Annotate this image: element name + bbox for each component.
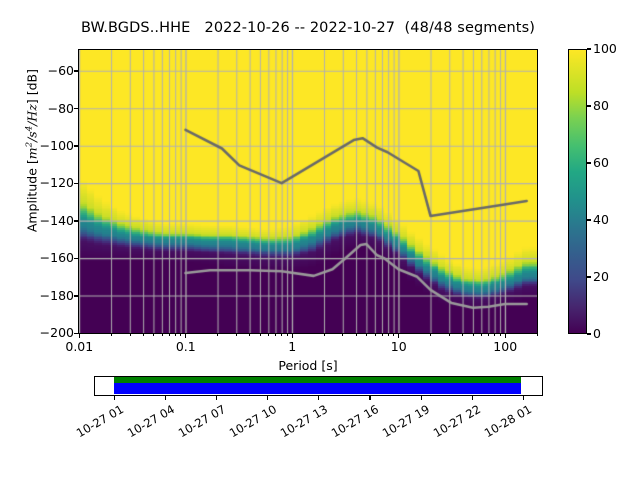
colorbar-tick-label: 80: [593, 98, 609, 113]
x-axis-tick-minor: [393, 334, 395, 337]
x-axis-tick-minor: [366, 334, 368, 337]
colorbar-tick-label: 100: [593, 41, 617, 56]
y-axis-tick-label: −160: [39, 250, 74, 266]
x-axis-tick-minor: [374, 334, 376, 337]
x-axis-tick-minor: [381, 334, 383, 337]
x-axis-tick-minor: [499, 334, 501, 337]
x-axis-tick-minor: [110, 334, 112, 337]
colorbar-tick: [587, 276, 591, 278]
y-axis-tick-label: −80: [47, 100, 74, 116]
x-axis-tick-major: [185, 334, 187, 338]
x-axis-tick-minor: [180, 334, 182, 337]
y-axis-tick-label: −180: [39, 287, 74, 303]
x-axis-tick-minor: [268, 334, 270, 337]
y-axis-tick-label: −100: [39, 138, 74, 153]
x-axis-tick-minor: [472, 334, 474, 337]
coverage-axis-tick: [216, 396, 218, 400]
x-axis-tick-minor: [430, 334, 432, 337]
y-axis-tick-label: −60: [47, 63, 74, 79]
colorbar-tick: [587, 105, 591, 107]
coverage-axis-tick: [318, 396, 320, 400]
colorbar-tick-label: 40: [593, 212, 609, 227]
x-axis-tick-minor: [174, 334, 176, 337]
y-axis-tick: [74, 220, 78, 222]
x-axis-tick-minor: [481, 334, 483, 337]
colorbar-tick: [587, 48, 591, 50]
x-axis-tick-minor: [161, 334, 163, 337]
x-axis-tick-minor: [323, 334, 325, 337]
x-axis-label: Period [s]: [278, 358, 338, 373]
x-axis-tick-minor: [387, 334, 389, 337]
x-axis-tick-minor: [168, 334, 170, 337]
y-axis-tick: [74, 145, 78, 147]
coverage-axis-tick: [113, 396, 116, 400]
x-axis-tick-major: [398, 334, 400, 338]
coverage-block-data: [114, 382, 522, 395]
coverage-axis-tick: [267, 396, 269, 400]
noise-model-curves: [79, 50, 537, 333]
x-axis-tick-minor: [259, 334, 261, 337]
coverage-axis-tick: [420, 396, 422, 400]
x-axis-tick-label: 100: [493, 339, 518, 354]
coverage-axis-tick: [165, 396, 167, 400]
y-axis-tick: [74, 257, 78, 260]
x-axis-tick-label: 0.1: [175, 339, 196, 354]
x-axis-tick-minor: [129, 334, 131, 337]
x-axis-tick-label: 0.01: [65, 339, 94, 354]
x-axis-tick-minor: [217, 334, 219, 337]
colorbar-tick-label: 0: [593, 326, 601, 341]
x-axis-tick-minor: [235, 334, 237, 337]
x-axis-tick-minor: [281, 334, 283, 337]
x-axis-tick-label: 1: [288, 339, 297, 354]
colorbar-tick: [587, 219, 591, 221]
ppsd-plot-area[interactable]: [78, 49, 538, 334]
colorbar-tick-label: 60: [593, 155, 609, 170]
y-axis-label: Amplitude [m2/s4/Hz] [dB]: [24, 68, 40, 233]
x-axis-tick-major: [504, 334, 506, 338]
x-axis-tick-minor: [488, 334, 490, 337]
x-axis-tick-major: [291, 334, 293, 338]
y-axis-tick-label: −200: [39, 325, 74, 341]
y-axis-tick: [74, 107, 78, 110]
colorbar-tick: [587, 333, 591, 335]
x-axis-tick-minor: [342, 334, 344, 337]
colorbar[interactable]: [568, 49, 587, 334]
coverage-axis-tick: [369, 396, 371, 400]
y-axis-tick: [74, 70, 78, 72]
x-axis-tick-minor: [142, 334, 144, 337]
x-axis-tick-minor: [355, 334, 357, 337]
x-axis-tick-minor: [153, 334, 155, 337]
x-axis-tick-minor: [536, 334, 538, 337]
x-axis-tick-minor: [494, 334, 496, 337]
x-axis-tick-minor: [448, 334, 450, 337]
colorbar-tick: [587, 162, 591, 164]
y-axis-tick-label: −120: [39, 175, 74, 191]
x-axis-tick-minor: [249, 334, 251, 337]
coverage-axis-tick: [471, 396, 473, 400]
y-axis-tick: [74, 182, 78, 185]
y-axis-tick: [74, 332, 78, 334]
coverage-axis-tick: [522, 396, 524, 400]
coverage-block-psd: [114, 377, 522, 383]
y-axis-tick-label: −140: [39, 212, 74, 228]
data-coverage-bar[interactable]: [94, 376, 543, 396]
x-axis-tick-minor: [462, 334, 464, 337]
colorbar-tick-label: 20: [593, 269, 609, 284]
x-axis-tick-minor: [286, 334, 288, 337]
x-axis-tick-major: [78, 334, 80, 338]
x-axis-tick-label: 10: [390, 339, 407, 354]
y-axis-tick: [74, 295, 78, 297]
page-title: BW.BGDS..HHE 2022-10-26 -- 2022-10-27 (4…: [80, 20, 536, 36]
x-axis-tick-minor: [275, 334, 277, 337]
